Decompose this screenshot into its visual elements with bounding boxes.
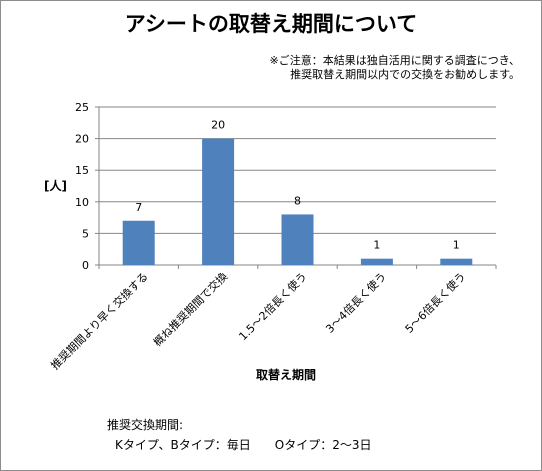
data-label: 1 — [453, 239, 460, 252]
y-tick-label: 15 — [75, 164, 89, 177]
y-tick-label: 10 — [75, 196, 89, 209]
footer-line-2: Kタイプ、Bタイプ：毎日 Oタイプ：2～3日 — [115, 438, 372, 452]
note-line-1: ※ご注意：本結果は独自活用に関する調査につき、 — [269, 54, 520, 67]
chart-title: アシートの取替え期間について — [124, 12, 418, 36]
x-tick-label: 1.5～2倍長く使う — [236, 269, 310, 343]
y-axis-label: [人] — [44, 179, 67, 193]
data-label: 8 — [294, 194, 301, 207]
bar — [440, 258, 473, 265]
bar — [360, 258, 393, 265]
y-tick-label: 25 — [75, 101, 89, 114]
x-tick-label: 3～4倍長く使う — [323, 269, 389, 335]
footer-line-1: 推奨交換期間: — [107, 418, 184, 432]
note-line-2: 推奨取替え期間以内での交換をお勧めします。 — [290, 68, 520, 81]
x-tick-label: 推奨期間より早く交換する — [48, 269, 151, 372]
data-label: 7 — [135, 201, 142, 214]
bar — [281, 214, 314, 265]
data-label: 1 — [373, 239, 380, 252]
bar — [122, 220, 155, 265]
y-tick-label: 0 — [82, 259, 89, 272]
x-tick-label: 5～6倍長く使う — [402, 269, 468, 335]
y-tick-label: 20 — [75, 133, 89, 146]
bar — [202, 138, 235, 265]
data-label: 20 — [211, 119, 225, 132]
y-tick-label: 5 — [82, 227, 89, 240]
x-axis-label: 取替え期間 — [255, 368, 316, 382]
x-tick-label: 概ね推奨期間で交換 — [150, 269, 230, 349]
